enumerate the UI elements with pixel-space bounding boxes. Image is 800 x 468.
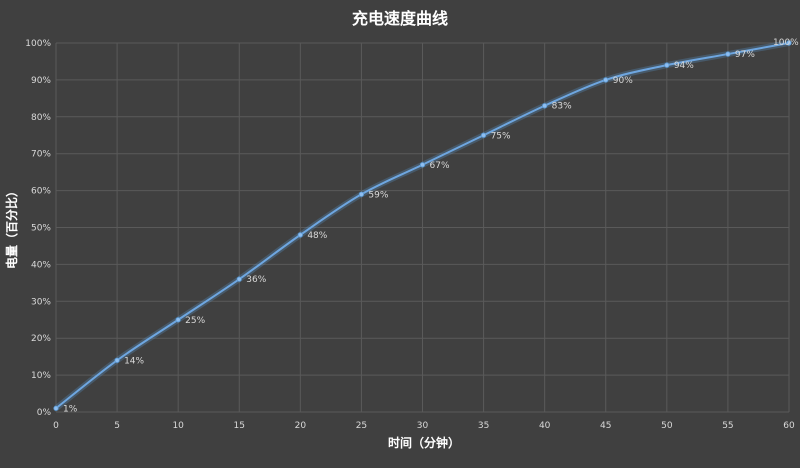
x-tick-label: 60	[783, 421, 795, 431]
data-point	[297, 232, 303, 238]
data-point	[358, 191, 365, 197]
data-label: 36%	[246, 275, 266, 285]
grid-lines	[55, 42, 790, 413]
data-labels: 1% 14% 25% 36% 48% 59% 67% 75% 83% 90% 94% 97% 100%	[63, 38, 799, 414]
data-label: 83%	[552, 102, 572, 112]
data-point	[53, 405, 59, 411]
data-point	[603, 77, 609, 83]
y-tick-label: 90%	[31, 76, 51, 86]
y-tick-label: 0%	[37, 408, 52, 418]
x-tick-label: 45	[600, 421, 611, 431]
data-point	[664, 62, 670, 68]
y-tick-label: 60%	[31, 187, 51, 197]
data-label: 48%	[307, 231, 327, 241]
data-points	[53, 40, 792, 411]
x-tick-label: 35	[478, 421, 489, 431]
x-tick-label: 20	[295, 421, 307, 431]
data-point	[236, 276, 242, 282]
chart-title: 充电速度曲线	[352, 9, 448, 28]
y-tick-label: 30%	[31, 297, 51, 307]
data-point	[542, 103, 548, 109]
data-label: 14%	[124, 356, 144, 366]
data-label: 25%	[185, 316, 205, 326]
data-point	[114, 357, 120, 363]
data-label: 100%	[773, 38, 799, 48]
data-point	[725, 51, 731, 57]
y-tick-label: 50%	[31, 224, 51, 234]
data-point	[786, 40, 792, 46]
x-tick-label: 15	[234, 421, 245, 431]
y-tick-label: 70%	[31, 150, 51, 160]
data-label: 97%	[735, 50, 755, 60]
data-label: 94%	[674, 61, 694, 71]
data-label: 90%	[613, 76, 633, 86]
x-tick-label: 50	[661, 421, 673, 431]
y-tick-label: 100%	[25, 39, 51, 49]
data-point	[480, 132, 487, 138]
data-label: 1%	[63, 404, 78, 414]
x-tick-label: 55	[722, 421, 733, 431]
data-label: 59%	[368, 190, 388, 200]
y-tick-label: 80%	[31, 113, 51, 123]
y-tick-label: 10%	[31, 371, 51, 381]
x-tick-label: 5	[114, 421, 120, 431]
x-tick-label: 40	[539, 421, 551, 431]
data-label: 75%	[491, 131, 511, 141]
x-tick-label: 30	[417, 421, 429, 431]
y-tick-label: 40%	[31, 260, 51, 270]
data-label: 67%	[430, 161, 450, 171]
data-point	[419, 162, 426, 168]
data-point	[175, 317, 181, 323]
y-tick-label: 20%	[31, 334, 51, 344]
y-axis-ticks: 0% 10% 20% 30% 40% 50% 60% 70% 80% 90% 100%	[25, 39, 51, 418]
x-tick-label: 0	[53, 421, 59, 431]
x-axis-title: 时间（分钟）	[388, 435, 460, 450]
x-axis-ticks: 0 5 10 15 20 25 30 35 40 45 50 55 60	[53, 421, 795, 431]
x-tick-label: 25	[356, 421, 367, 431]
y-axis-title: 电量（百分比）	[4, 185, 19, 269]
x-tick-label: 10	[172, 421, 184, 431]
